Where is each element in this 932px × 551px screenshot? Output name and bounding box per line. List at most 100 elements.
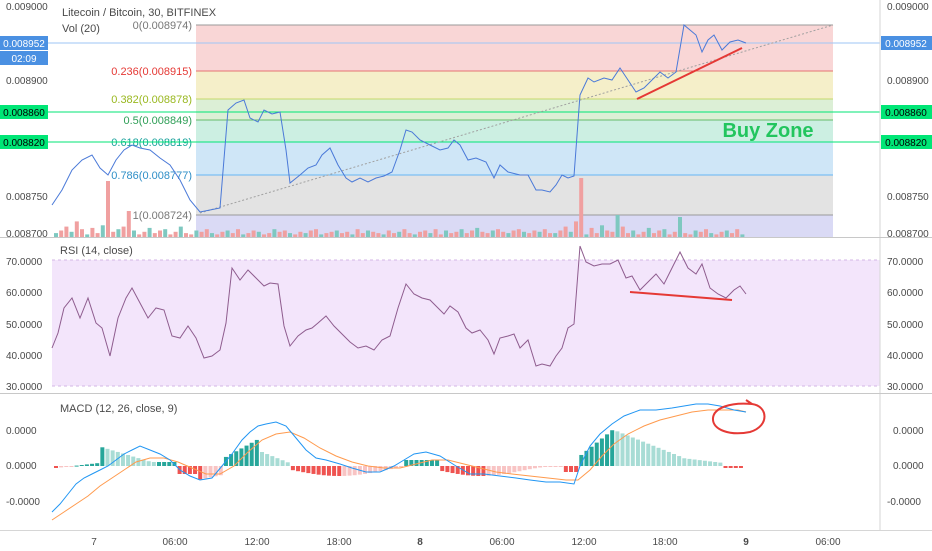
macd-histogram-bar <box>435 460 440 466</box>
macd-histogram-bar <box>553 466 558 467</box>
right-tick-1: 0.008900 <box>887 76 929 87</box>
time-tick-5: 06:00 <box>489 537 514 548</box>
macd-histogram-bar <box>234 451 239 466</box>
volume-bar <box>563 226 568 237</box>
rsi-divergence-line[interactable] <box>629 291 733 301</box>
volume-bar <box>236 229 240 237</box>
volume-bar <box>220 231 225 237</box>
macd-histogram-bar <box>244 445 249 466</box>
macd-histogram-bar <box>440 466 445 472</box>
macd-histogram-bar <box>692 459 697 466</box>
volume-bar <box>204 229 209 237</box>
macd-histogram-bar <box>661 449 666 466</box>
macd-histogram-bar <box>569 466 573 472</box>
time-tick-8: 9 <box>743 537 749 548</box>
volume-bar <box>683 233 688 237</box>
rsi-right-tick-3: 40.0000 <box>887 351 924 362</box>
rsi-right-tick-1: 60.0000 <box>887 288 924 299</box>
macd-histogram-bar <box>605 434 610 466</box>
macd-left-tick-1: 0.0000 <box>6 461 37 472</box>
volume-indicator-label[interactable]: Vol (20) <box>62 23 100 35</box>
volume-bar <box>636 234 641 237</box>
fib-label-0618: 0.618(0.008819) <box>111 137 192 149</box>
left-current-price-text: 0.008952 <box>3 39 45 50</box>
volume-bar <box>355 229 360 237</box>
macd-histogram-bar <box>229 454 234 466</box>
rsi-right-tick-0: 70.0000 <box>887 257 924 268</box>
rsi-pane[interactable]: RSI (14, close) 70.0000 60.0000 50.0000 … <box>0 238 932 394</box>
price-pane[interactable]: 0(0.008974) 0.236(0.008915) 0.382(0.0088… <box>0 0 932 238</box>
macd-histogram-bar <box>404 460 409 466</box>
macd-histogram-bar <box>270 456 275 466</box>
macd-histogram-bar <box>321 466 326 476</box>
macd-histogram-bar <box>399 466 404 468</box>
macd-title[interactable]: MACD (12, 26, close, 9) <box>60 403 177 415</box>
time-axis[interactable]: 7 06:00 12:00 18:00 8 06:00 12:00 18:00 … <box>0 530 932 551</box>
volume-bar <box>631 230 636 237</box>
fib-label-0382: 0.382(0.008878) <box>111 94 192 106</box>
macd-histogram-bar <box>131 456 136 466</box>
macd-left-tick-0: 0.0000 <box>6 426 37 437</box>
macd-left-tick-2: -0.0000 <box>6 497 40 508</box>
fibonacci-retracement[interactable]: 0(0.008974) 0.236(0.008915) 0.382(0.0088… <box>111 20 833 238</box>
macd-histogram-bar <box>285 462 290 466</box>
volume-bar <box>303 233 308 237</box>
rsi-chart[interactable]: RSI (14, close) 70.0000 60.0000 50.0000 … <box>0 238 932 394</box>
rsi-title[interactable]: RSI (14, close) <box>60 245 133 257</box>
volume-bar <box>168 234 173 237</box>
macd-histogram-bar <box>718 462 723 466</box>
macd-pane[interactable]: MACD (12, 26, close, 9) 0.0000 0.0000 -0… <box>0 394 932 530</box>
time-tick-3: 18:00 <box>326 537 351 548</box>
volume-bar <box>470 230 474 237</box>
macd-histogram-bar <box>64 466 69 467</box>
volume-bar <box>402 229 407 237</box>
macd-histogram-bar <box>59 466 64 468</box>
rsi-left-tick-1: 60.0000 <box>6 288 43 299</box>
volume-bar <box>293 234 298 237</box>
macd-circle-annotation[interactable] <box>712 399 766 435</box>
volume-bar <box>652 233 656 237</box>
left-countdown-text: 02:09 <box>11 54 36 65</box>
macd-histogram-bar <box>342 466 347 476</box>
right-level-high-text: 0.008860 <box>885 108 927 119</box>
volume-bar <box>308 230 313 237</box>
symbol-title[interactable]: Litecoin / Bitcoin, 30, BITFINEX <box>62 7 217 19</box>
macd-histogram-bar <box>594 442 599 466</box>
volume-bar <box>516 229 521 237</box>
macd-line <box>51 403 747 513</box>
macd-histogram-bar <box>522 466 527 471</box>
volume-bar <box>366 230 370 237</box>
macd-signal-line <box>51 409 747 521</box>
volume-bar <box>59 230 64 237</box>
time-axis-svg[interactable]: 7 06:00 12:00 18:00 8 06:00 12:00 18:00 … <box>0 531 932 551</box>
macd-histogram-bar <box>280 460 285 466</box>
macd-histogram-bar <box>697 460 702 466</box>
macd-histogram-bar <box>574 466 579 472</box>
volume-bar <box>496 229 500 237</box>
volume-bar <box>449 233 454 237</box>
volume-bar <box>522 231 526 237</box>
macd-histogram-bar <box>90 463 95 466</box>
drawn-support-line[interactable] <box>636 47 743 100</box>
macd-histogram-bar <box>275 458 280 466</box>
macd-histogram-bar <box>306 466 311 474</box>
macd-histogram-bar <box>429 460 434 466</box>
macd-chart[interactable]: MACD (12, 26, close, 9) 0.0000 0.0000 -0… <box>0 394 932 530</box>
macd-histogram-bar <box>105 448 110 466</box>
macd-histogram-bar <box>450 466 455 474</box>
volume-bar <box>126 211 131 237</box>
macd-histogram-bar <box>254 439 259 466</box>
macd-histogram-bar <box>311 466 316 474</box>
volume-bar <box>381 234 386 237</box>
macd-histogram-bar <box>708 461 713 466</box>
macd-histogram-bar <box>203 466 208 479</box>
volume-bar <box>360 233 365 237</box>
volume-bar <box>724 230 729 237</box>
price-chart[interactable]: 0(0.008974) 0.236(0.008915) 0.382(0.0088… <box>0 0 932 238</box>
buy-zone-annotation[interactable]: Buy Zone <box>722 120 813 142</box>
macd-histogram-bar <box>702 460 707 466</box>
right-level-low-badge <box>881 135 932 149</box>
macd-histogram-bar <box>208 466 213 478</box>
volume-bar <box>256 231 261 237</box>
left-level-low-badge <box>0 135 48 149</box>
